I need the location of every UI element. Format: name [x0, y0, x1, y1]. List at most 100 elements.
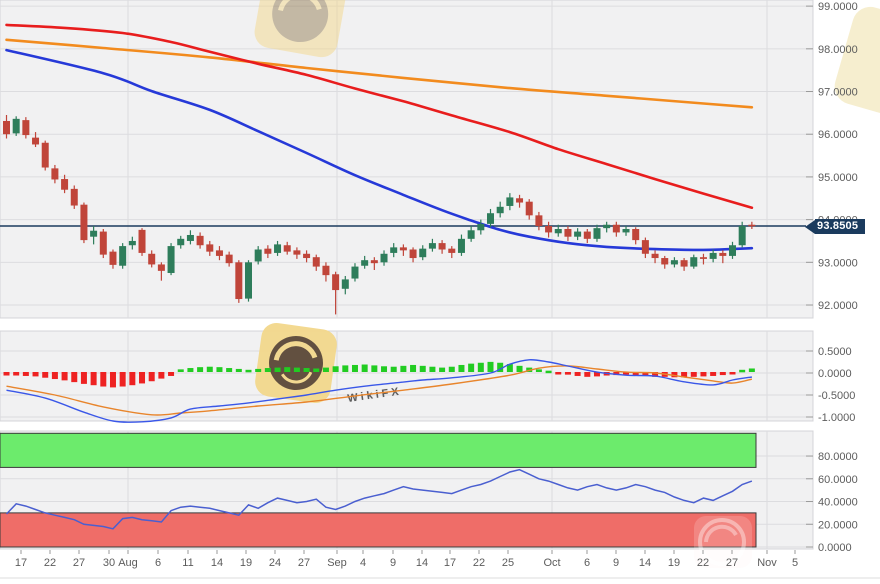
macd-histogram-bar — [739, 369, 746, 373]
macd-histogram-bar — [371, 365, 378, 372]
macd-histogram-bar — [419, 365, 426, 372]
x-axis-label: 9 — [613, 557, 619, 569]
candle-body — [264, 248, 272, 254]
macd-histogram-bar — [468, 363, 475, 372]
y-axis-label: 98.0000 — [818, 44, 858, 56]
macd-histogram-bar — [584, 372, 591, 377]
candle-body — [235, 262, 243, 300]
macd-histogram-bar — [439, 367, 446, 372]
macd-histogram-bar — [458, 364, 465, 372]
candle-body — [506, 197, 514, 206]
candle-body — [322, 265, 330, 276]
macd-histogram-bar — [168, 372, 175, 376]
y-axis-label: 96.0000 — [818, 129, 858, 141]
x-axis-label: 22 — [697, 557, 709, 569]
y-axis-label: 92.0000 — [818, 300, 858, 312]
x-axis-label: 27 — [726, 557, 738, 569]
candle-body — [186, 234, 194, 241]
macd-histogram-bar — [381, 366, 388, 372]
macd-histogram-bar — [748, 368, 755, 372]
oscillator-line — [5, 468, 753, 530]
macd-histogram-bar — [729, 372, 736, 375]
macd-histogram-bar — [274, 367, 281, 372]
candle-body — [99, 231, 107, 255]
candle-body — [119, 246, 127, 266]
y-axis-label: -1.0000 — [818, 412, 855, 424]
x-axis-label: 14 — [416, 557, 428, 569]
macd-histogram-bar — [148, 372, 155, 382]
macd-histogram-bar — [652, 372, 659, 377]
macd-histogram-bar — [80, 372, 87, 384]
candle-body — [361, 260, 369, 266]
macd-histogram-bar — [226, 368, 233, 372]
y-axis-label: 60.0000 — [818, 474, 858, 486]
macd-histogram-bar — [613, 372, 620, 376]
y-axis-label: 0.0000 — [818, 542, 852, 554]
candle-body — [603, 224, 611, 229]
x-axis-label: 27 — [73, 557, 85, 569]
candle-body — [545, 226, 553, 233]
candle-body — [109, 251, 117, 265]
y-axis-label: 40.0000 — [818, 497, 858, 509]
mid-ma-red — [5, 23, 754, 209]
macd-histogram-bar — [197, 367, 204, 372]
macd-histogram-bar — [216, 367, 223, 372]
candle-body — [215, 250, 223, 256]
macd-histogram-bar — [448, 366, 455, 372]
x-axis-label: 6 — [584, 557, 590, 569]
candle-body — [680, 260, 688, 267]
candle-body — [651, 253, 659, 259]
macd-histogram-bar — [264, 368, 271, 372]
macd-histogram-bar — [477, 362, 484, 372]
candle-body — [283, 245, 291, 252]
macd-histogram-bar — [516, 365, 523, 372]
candle-body — [719, 252, 727, 256]
x-axis-label: Nov — [757, 557, 777, 569]
candle-body — [399, 247, 407, 251]
candle-body — [632, 229, 640, 241]
y-axis-label: 0.5000 — [818, 346, 852, 358]
candle-body — [516, 198, 524, 203]
y-axis-label: 97.0000 — [818, 87, 858, 99]
macd-histogram-bar — [671, 372, 678, 378]
current-price-badge: 93.8505 — [805, 219, 866, 234]
candle-body — [583, 231, 591, 239]
candle-body — [341, 279, 349, 289]
macd-histogram-bar — [555, 372, 562, 375]
macd-histogram-bar — [535, 369, 542, 372]
macd-histogram-bar — [700, 372, 707, 377]
candle-body — [51, 168, 59, 180]
watermark-logo-center — [255, 323, 337, 403]
macd-histogram-bar — [303, 368, 310, 372]
candle-body — [206, 244, 214, 252]
macd-histogram-bar — [158, 372, 165, 379]
macd-histogram-bar — [710, 372, 717, 376]
candle-body — [312, 257, 320, 267]
macd-histogram-bar — [245, 369, 252, 373]
candle-body — [477, 223, 485, 231]
macd-histogram-bar — [90, 372, 97, 386]
macd-histogram-bar — [574, 372, 581, 376]
candle-body — [90, 230, 98, 237]
macd-histogram-bar — [632, 372, 639, 376]
x-axis-label: 25 — [502, 557, 514, 569]
candle-body — [554, 229, 562, 234]
fast-ma-blue — [5, 48, 754, 252]
candle-body — [641, 240, 649, 254]
candle-body — [32, 137, 40, 145]
macd-signal-line — [6, 365, 753, 416]
x-axis-label: 14 — [211, 557, 223, 569]
macd-histogram-bar — [400, 365, 407, 372]
candle-body — [177, 238, 185, 246]
macd-histogram-bar — [313, 368, 320, 372]
x-axis-label: 4 — [360, 557, 366, 569]
x-axis-label: 17 — [15, 557, 27, 569]
candle-body — [128, 240, 136, 246]
candle-body — [709, 252, 717, 259]
candle-body — [225, 254, 233, 264]
watermark-blob-top-right — [834, 6, 880, 117]
macd-histogram-bar — [284, 367, 291, 372]
price-panel-bg — [0, 0, 814, 319]
